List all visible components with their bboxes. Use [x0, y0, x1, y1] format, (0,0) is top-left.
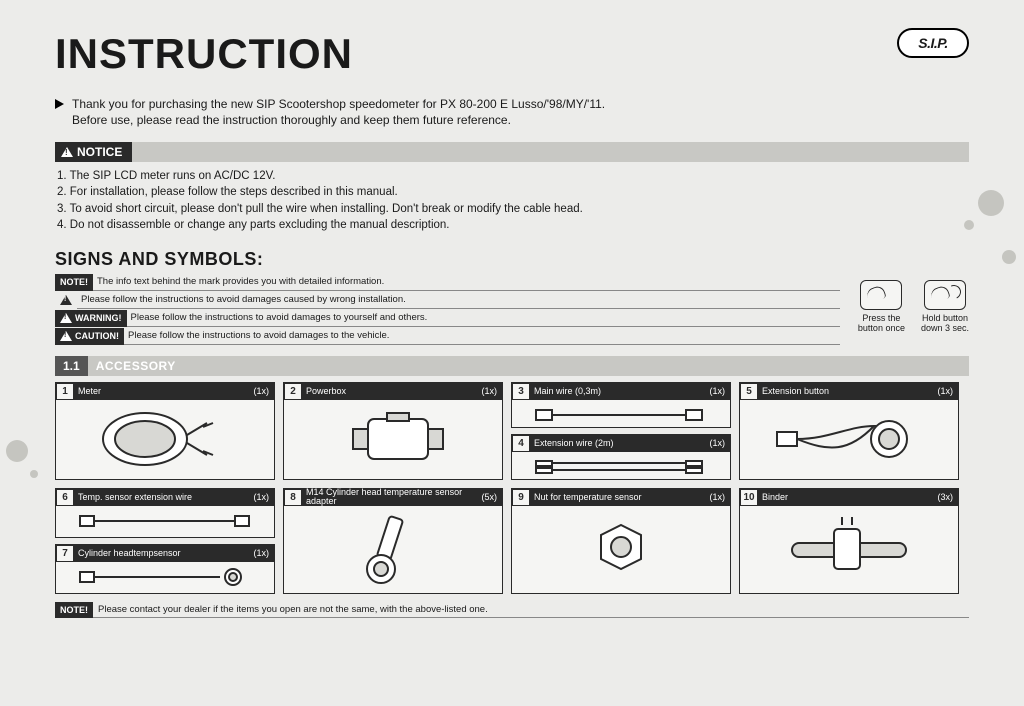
accessory-qty: (3x)	[938, 492, 954, 502]
accessory-qty: (1x)	[938, 386, 954, 396]
accessory-card: 6 Temp. sensor extension wire (1x)	[55, 488, 275, 538]
accessory-card: 2 Powerbox (1x)	[283, 382, 503, 480]
accessory-name: Extension wire (2m)	[530, 439, 710, 448]
press-icon	[860, 280, 902, 310]
footer-text: Please contact your dealer if the items …	[93, 602, 969, 618]
accessory-qty: (1x)	[710, 438, 726, 448]
accessory-name: M14 Cylinder head temperature sensor ada…	[302, 488, 482, 507]
notice-label: NOTICE	[77, 145, 122, 159]
sign-label-note: NOTE!	[55, 274, 93, 291]
accessory-card: 3 Main wire (0,3m) (1x)	[511, 382, 731, 428]
accessory-name: Main wire (0,3m)	[530, 387, 710, 396]
accessory-qty: (1x)	[482, 386, 498, 396]
signs-title: SIGNS AND SYMBOLS:	[55, 249, 969, 270]
sign-label-warning: WARNING!	[55, 310, 127, 327]
accessory-qty: (1x)	[254, 548, 270, 558]
accessory-qty: (5x)	[482, 492, 498, 502]
accessory-card: 8 M14 Cylinder head temperature sensor a…	[283, 488, 503, 594]
hold-icon	[924, 280, 966, 310]
accessory-name: Powerbox	[302, 387, 482, 396]
accessory-header: 1.1 ACCESSORY	[55, 356, 969, 376]
accessory-name: Extension button	[758, 387, 938, 396]
accessory-qty: (1x)	[710, 492, 726, 502]
accessory-card: 7 Cylinder headtempsensor (1x)	[55, 544, 275, 594]
footer-note: NOTE! Please contact your dealer if the …	[55, 602, 969, 618]
warning-icon	[61, 147, 73, 157]
accessory-name: Binder	[758, 493, 938, 502]
accessory-card: 10 Binder (3x)	[739, 488, 959, 594]
accessory-card: 1 Meter (1x)	[55, 382, 275, 480]
accessory-name: Cylinder headtempsensor	[74, 549, 254, 558]
accessory-qty: (1x)	[254, 492, 270, 502]
intro-text: Thank you for purchasing the new SIP Sco…	[72, 96, 605, 128]
accessory-number: 3	[513, 384, 529, 399]
brand-logo: S.I.P.	[897, 28, 969, 58]
accessory-number: 4	[513, 436, 529, 451]
accessory-card: 4 Extension wire (2m) (1x)	[511, 434, 731, 480]
accessory-card: 9 Nut for temperature sensor (1x)	[511, 488, 731, 594]
section-label: ACCESSORY	[88, 356, 969, 376]
intro-block: Thank you for purchasing the new SIP Sco…	[55, 96, 969, 128]
accessory-number: 1	[57, 384, 73, 399]
accessory-card: 5 Extension button (1x)	[739, 382, 959, 480]
notice-item: 3. To avoid short circuit, please don't …	[57, 201, 969, 217]
notice-item: 4. Do not disassemble or change any part…	[57, 217, 969, 233]
signs-table: NOTE! The info text behind the mark prov…	[55, 274, 840, 346]
press-label: Press the button once	[858, 313, 905, 334]
footer-label: NOTE!	[55, 602, 93, 618]
accessory-qty: (1x)	[254, 386, 270, 396]
notice-header: NOTICE	[55, 142, 969, 162]
section-number: 1.1	[55, 356, 88, 376]
notice-list: 1. The SIP LCD meter runs on AC/DC 12V. …	[55, 168, 969, 232]
accessory-name: Meter	[74, 387, 254, 396]
accessory-name: Temp. sensor extension wire	[74, 493, 254, 502]
accessory-number: 8	[285, 490, 301, 505]
sign-text: Please follow the instructions to avoid …	[77, 292, 840, 309]
accessory-number: 5	[741, 384, 757, 399]
accessory-number: 7	[57, 546, 73, 561]
accessory-number: 2	[285, 384, 301, 399]
accessory-number: 6	[57, 490, 73, 505]
hold-label: Hold button down 3 sec.	[921, 313, 969, 334]
notice-item: 2. For installation, please follow the s…	[57, 184, 969, 200]
notice-item: 1. The SIP LCD meter runs on AC/DC 12V.	[57, 168, 969, 184]
button-symbols: Press the button once Hold button down 3…	[858, 274, 969, 346]
sign-label-caution: CAUTION!	[55, 328, 124, 345]
sign-text: Please follow the instructions to avoid …	[124, 328, 840, 345]
accessory-number: 9	[513, 490, 529, 505]
page-title: INSTRUCTION	[55, 30, 969, 78]
sign-text: Please follow the instructions to avoid …	[127, 310, 840, 327]
arrow-icon	[55, 99, 64, 109]
accessory-name: Nut for temperature sensor	[530, 493, 710, 502]
sign-text: The info text behind the mark provides y…	[93, 274, 840, 291]
accessory-qty: (1x)	[710, 386, 726, 396]
warning-icon	[55, 292, 77, 309]
accessory-number: 10	[741, 490, 757, 505]
